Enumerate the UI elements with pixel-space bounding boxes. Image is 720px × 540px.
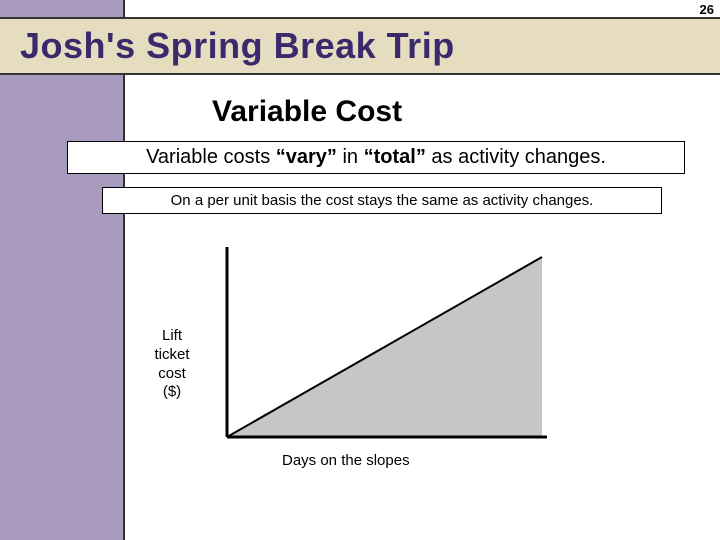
y-label-1: Lift bbox=[162, 327, 182, 344]
stmt1-q2: “total” bbox=[364, 146, 426, 168]
chart: Lift ticket cost ($) Days on the slopes bbox=[182, 242, 602, 482]
chart-svg bbox=[217, 242, 557, 452]
y-label-4: ($) bbox=[163, 383, 181, 400]
y-label-3: cost bbox=[158, 365, 186, 382]
subtitle: Variable Cost bbox=[212, 95, 402, 129]
stmt1-pre: Variable costs bbox=[146, 146, 276, 168]
statement-box-2: On a per unit basis the cost stays the s… bbox=[102, 187, 662, 214]
slide-title: Josh's Spring Break Trip bbox=[20, 25, 455, 67]
stmt1-mid: in bbox=[337, 146, 364, 168]
title-bar: Josh's Spring Break Trip bbox=[0, 17, 720, 75]
stmt1-post: as activity changes. bbox=[426, 146, 606, 168]
x-axis-label: Days on the slopes bbox=[282, 452, 410, 469]
y-label-2: ticket bbox=[154, 346, 189, 363]
slide-number: 26 bbox=[700, 2, 714, 17]
content-area: Variable Cost Variable costs “vary” in “… bbox=[127, 77, 720, 540]
stmt1-q1: “vary” bbox=[276, 146, 337, 168]
statement-box-1: Variable costs “vary” in “total” as acti… bbox=[67, 141, 685, 174]
side-stripe-top bbox=[0, 0, 125, 17]
y-axis-label: Lift ticket cost ($) bbox=[137, 327, 207, 402]
